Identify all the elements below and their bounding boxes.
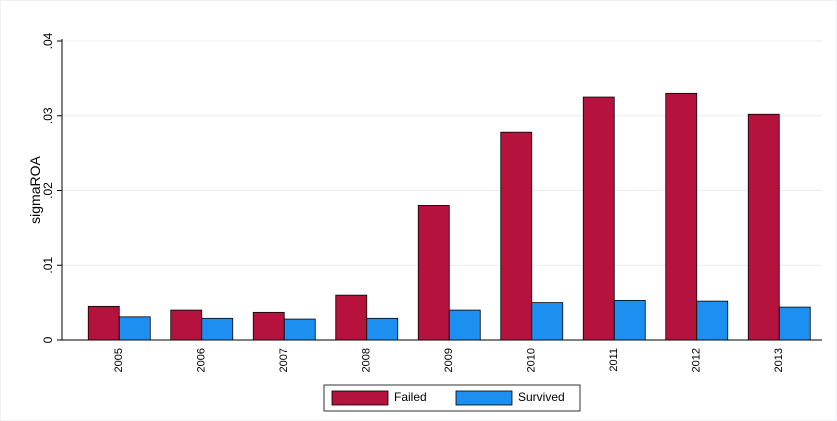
bar [696, 300, 729, 341]
x-tick-label: 2009 [443, 348, 455, 372]
bar [778, 306, 811, 341]
legend-swatch [455, 390, 513, 406]
bar [87, 305, 120, 341]
bar [201, 317, 234, 341]
y-tick-label: .02 [41, 182, 55, 199]
bar [252, 311, 285, 341]
x-tick-label: 2007 [278, 348, 290, 372]
bar [170, 309, 203, 341]
x-tick-label: 2011 [608, 348, 620, 372]
x-tick-label: 2013 [773, 348, 785, 372]
x-tick-label: 2005 [113, 348, 125, 372]
bar [500, 131, 533, 341]
bar [366, 317, 399, 341]
bar [665, 92, 698, 341]
bar [747, 113, 780, 341]
legend-label: Failed [394, 390, 427, 404]
bar [335, 294, 368, 341]
bar [118, 316, 151, 341]
y-tick-label: .04 [41, 32, 55, 49]
bar [283, 318, 316, 341]
x-tick-label: 2010 [526, 348, 538, 372]
bar [613, 299, 646, 341]
bar [531, 302, 564, 341]
bar [417, 205, 450, 341]
x-tick-label: 2012 [691, 348, 703, 372]
legend-swatch [331, 390, 389, 406]
y-tick-label: 0 [41, 336, 55, 343]
x-tick-label: 2006 [196, 348, 208, 372]
legend-label: Survived [518, 390, 565, 404]
bar [448, 309, 481, 341]
y-axis-label: sigmaROA [27, 155, 43, 223]
x-tick-label: 2008 [361, 348, 373, 372]
y-tick-label: .03 [41, 107, 55, 124]
bar [582, 96, 615, 341]
y-tick-label: .01 [41, 257, 55, 274]
